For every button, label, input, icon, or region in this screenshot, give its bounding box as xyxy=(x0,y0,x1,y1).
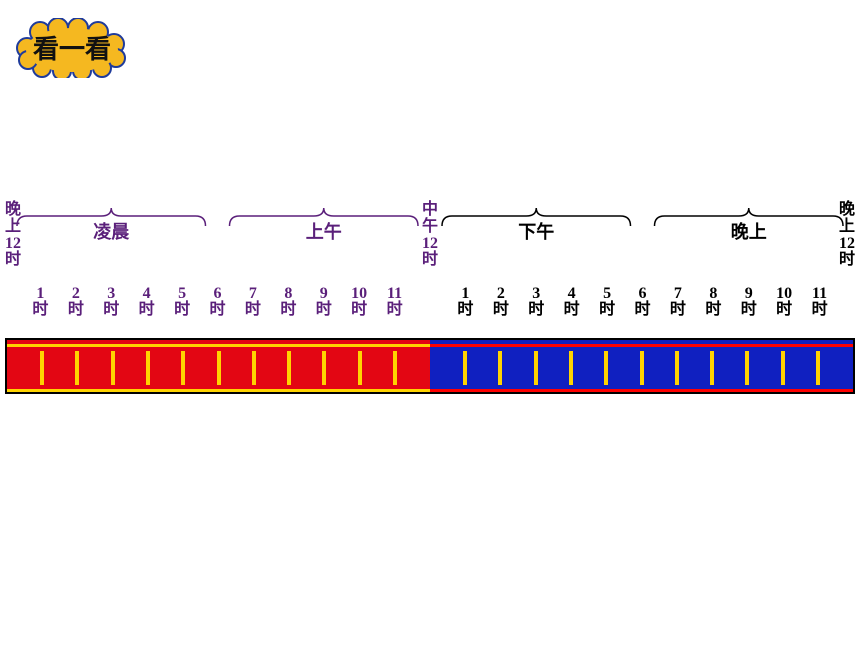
bar-right-half xyxy=(430,340,853,392)
hour-tick xyxy=(498,351,502,385)
hour-label: 8 时 xyxy=(705,286,721,318)
hour-tick xyxy=(640,351,644,385)
period-label: 下午 xyxy=(518,218,554,244)
hour-tick xyxy=(40,351,44,385)
hour-tick xyxy=(252,351,256,385)
hour-label: 2 时 xyxy=(68,286,84,318)
hour-label: 4 时 xyxy=(564,286,580,318)
hour-label: 7 时 xyxy=(670,286,686,318)
hour-label: 11 时 xyxy=(812,286,828,318)
period-label: 上午 xyxy=(306,218,342,244)
hour-label: 11 时 xyxy=(387,286,403,318)
edge-label: 晚 上 12 时 xyxy=(5,202,21,269)
hour-tick xyxy=(181,351,185,385)
hour-tick xyxy=(675,351,679,385)
hour-label: 4 时 xyxy=(139,286,155,318)
timeline: 凌晨 上午 下午 晚上 1 时 2 时 3 时 4 时 5 时 6 时 7 时 8 时 9 时 10 时… xyxy=(5,200,855,394)
hour-tick xyxy=(217,351,221,385)
hour-label: 5 时 xyxy=(174,286,190,318)
period-label: 晚上 xyxy=(731,218,767,244)
hour-tick xyxy=(75,351,79,385)
hour-tick xyxy=(781,351,785,385)
hour-tick xyxy=(146,351,150,385)
hour-label: 1 时 xyxy=(32,286,48,318)
edge-label: 中 午 12 时 xyxy=(422,202,438,269)
hour-tick xyxy=(569,351,573,385)
hour-labels-row: 1 时 2 时 3 时 4 时 5 时 6 时 7 时 8 时 9 时 10 时 11 时 1 时 2 … xyxy=(5,286,855,338)
hour-tick xyxy=(287,351,291,385)
hour-label: 1 时 xyxy=(457,286,473,318)
hour-label: 5 时 xyxy=(599,286,615,318)
hour-tick xyxy=(745,351,749,385)
hour-tick xyxy=(322,351,326,385)
hour-label: 9 时 xyxy=(741,286,757,318)
hour-label: 10 时 xyxy=(351,286,367,318)
hour-label: 3 时 xyxy=(103,286,119,318)
bar-left-inner xyxy=(7,344,430,392)
hour-tick xyxy=(534,351,538,385)
bar-left-half xyxy=(7,340,430,392)
hour-label: 8 时 xyxy=(280,286,296,318)
hour-tick xyxy=(358,351,362,385)
hour-tick xyxy=(111,351,115,385)
hour-tick xyxy=(710,351,714,385)
hour-tick xyxy=(604,351,608,385)
hour-label: 6 时 xyxy=(209,286,225,318)
hour-label: 7 时 xyxy=(245,286,261,318)
title-cloud: 看一看 xyxy=(12,18,132,78)
hour-label: 3 时 xyxy=(528,286,544,318)
title-text: 看一看 xyxy=(33,29,111,66)
hour-tick xyxy=(393,351,397,385)
hour-label: 10 时 xyxy=(776,286,792,318)
bar-right-inner xyxy=(430,344,853,392)
hour-tick xyxy=(463,351,467,385)
edge-label: 晚 上 12 时 xyxy=(839,202,855,269)
hour-label: 2 时 xyxy=(493,286,509,318)
hour-bar xyxy=(5,338,855,394)
period-label: 凌晨 xyxy=(93,218,129,244)
hour-tick xyxy=(816,351,820,385)
hour-label: 6 时 xyxy=(634,286,650,318)
hour-label: 9 时 xyxy=(316,286,332,318)
